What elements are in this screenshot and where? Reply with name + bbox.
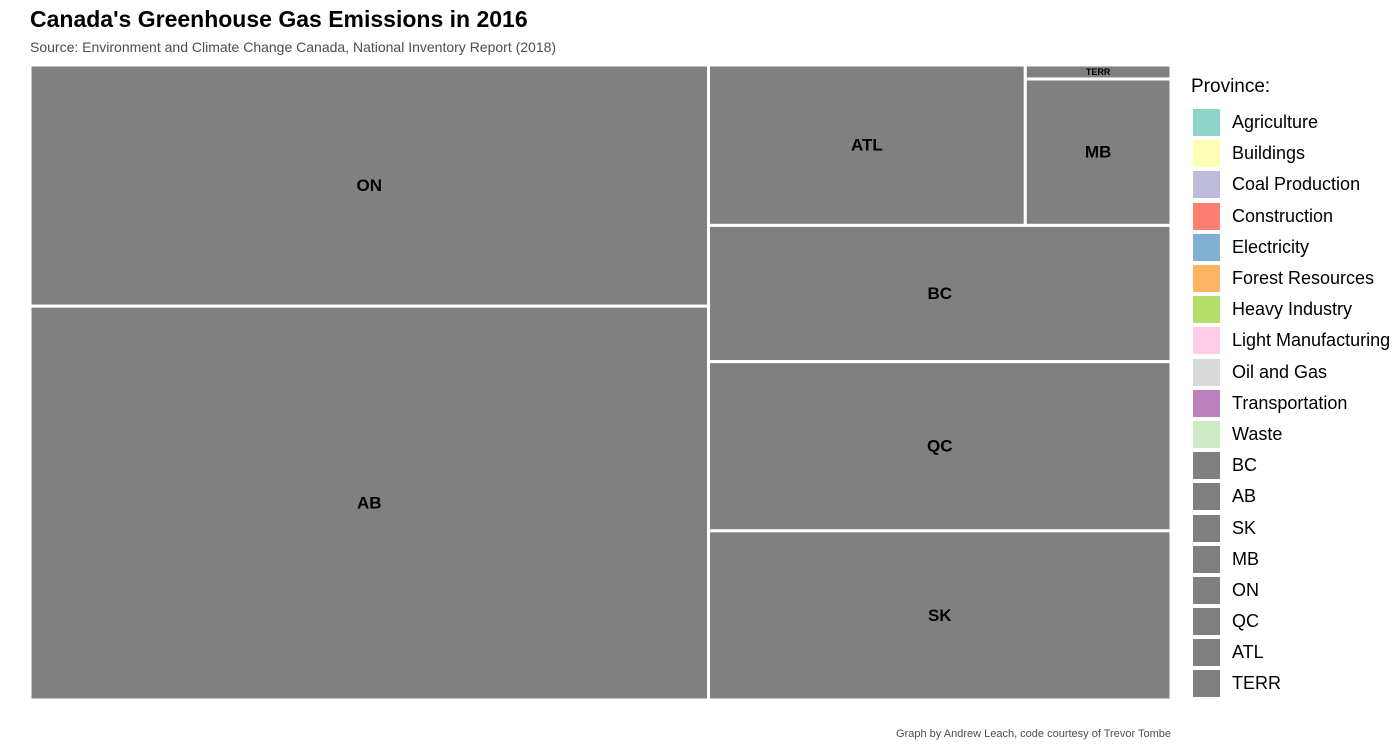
legend-swatch-transportation xyxy=(1193,389,1220,417)
legend-item-mb: MB xyxy=(1191,544,1396,575)
legend-label-buildings: Buildings xyxy=(1232,143,1306,164)
legend-label-coal-production: Coal Production xyxy=(1232,174,1361,195)
legend: Province: Agriculture Buildings Coal Produ… xyxy=(1191,76,1396,700)
legend-label-light-manufacturing: Light Manufacturing xyxy=(1232,330,1391,351)
legend-swatch-heavy-industry xyxy=(1193,296,1220,324)
legend-items: Agriculture Buildings Coal Production Const… xyxy=(1191,107,1396,700)
legend-label-heavy-industry: Heavy Industry xyxy=(1232,299,1353,320)
tile-label-on: ON xyxy=(357,176,383,195)
legend-swatch-waste xyxy=(1193,420,1220,448)
legend-title: Province: xyxy=(1191,76,1271,97)
legend-swatch-oil-and-gas xyxy=(1193,358,1220,386)
legend-item-heavy-industry: Heavy Industry xyxy=(1191,294,1396,325)
tile-on xyxy=(30,65,711,308)
legend-swatch-terr xyxy=(1193,670,1220,698)
legend-swatch-agriculture xyxy=(1193,109,1220,137)
legend-label-terr: TERR xyxy=(1232,673,1281,694)
legend-label-sk: SK xyxy=(1232,517,1257,538)
tile-label-terr: TERR xyxy=(1086,67,1111,77)
legend-label-construction: Construction xyxy=(1232,205,1334,226)
legend-item-on: ON xyxy=(1191,575,1396,606)
legend-label-agriculture: Agriculture xyxy=(1232,112,1319,133)
legend-label-mb: MB xyxy=(1232,548,1259,569)
legend-item-light-manufacturing: Light Manufacturing xyxy=(1191,325,1396,356)
legend-swatch-buildings xyxy=(1193,140,1220,168)
chart-subtitle: Source: Environment and Climate Change C… xyxy=(30,39,557,55)
legend-swatch-atl xyxy=(1193,639,1220,667)
tile-mb xyxy=(1023,77,1171,227)
legend-item-terr: TERR xyxy=(1191,668,1396,699)
legend-item-waste: Waste xyxy=(1191,419,1396,450)
legend-label-bc: BC xyxy=(1232,455,1258,476)
tile-label-atl: ATL xyxy=(851,136,883,155)
tile-label-sk: SK xyxy=(928,606,952,625)
legend-item-bc: BC xyxy=(1191,450,1396,481)
legend-swatch-electricity xyxy=(1193,233,1220,261)
legend-swatch-ab xyxy=(1193,483,1220,511)
legend-swatch-light-manufacturing xyxy=(1193,327,1220,355)
legend-item-sk: SK xyxy=(1191,512,1396,543)
legend-item-ab: AB xyxy=(1191,481,1396,512)
legend-swatch-on xyxy=(1193,576,1220,604)
legend-label-ab: AB xyxy=(1232,486,1257,507)
legend-swatch-sk xyxy=(1193,514,1220,542)
legend-item-forest-resources: Forest Resources xyxy=(1191,263,1396,294)
chart-title: Canada's Greenhouse Gas Emissions in 201… xyxy=(30,6,528,32)
legend-item-atl: ATL xyxy=(1191,637,1396,668)
chart-caption: Graph by Andrew Leach, code courtesy of … xyxy=(896,728,1171,740)
legend-item-transportation: Transportation xyxy=(1191,388,1396,419)
legend-label-electricity: Electricity xyxy=(1232,236,1310,257)
tile-sk xyxy=(707,529,1171,700)
legend-item-agriculture: Agriculture xyxy=(1191,107,1396,138)
legend-label-oil-and-gas: Oil and Gas xyxy=(1232,361,1328,382)
legend-item-construction: Construction xyxy=(1191,201,1396,232)
tile-terr xyxy=(1023,65,1171,81)
legend-label-qc: QC xyxy=(1232,611,1259,632)
legend-item-coal-production: Coal Production xyxy=(1191,169,1396,200)
legend-swatch-bc xyxy=(1193,452,1220,480)
tile-label-mb: MB xyxy=(1085,143,1111,162)
treemap: ON AB ATL MB TERR BC QC SK xyxy=(30,65,1171,700)
legend-label-atl: ATL xyxy=(1232,642,1264,663)
legend-swatch-mb xyxy=(1193,545,1220,573)
legend-label-forest-resources: Forest Resources xyxy=(1232,268,1375,289)
legend-label-transportation: Transportation xyxy=(1232,392,1348,413)
tile-label-ab: AB xyxy=(357,494,382,513)
tile-qc xyxy=(707,360,1171,533)
tile-label-qc: QC xyxy=(927,437,953,456)
treemap-svg: ON AB ATL MB TERR BC QC SK xyxy=(30,65,1171,700)
legend-label-on: ON xyxy=(1232,579,1259,600)
legend-swatch-forest-resources xyxy=(1193,265,1220,293)
legend-label-waste: Waste xyxy=(1232,423,1283,444)
legend-item-qc: QC xyxy=(1191,606,1396,637)
legend-item-oil-and-gas: Oil and Gas xyxy=(1191,357,1396,388)
legend-item-electricity: Electricity xyxy=(1191,232,1396,263)
tile-label-bc: BC xyxy=(927,284,952,303)
tile-ab xyxy=(30,304,711,700)
legend-swatch-coal-production xyxy=(1193,171,1220,199)
legend-swatch-qc xyxy=(1193,608,1220,636)
legend-item-buildings: Buildings xyxy=(1191,138,1396,169)
legend-swatch-construction xyxy=(1193,202,1220,230)
